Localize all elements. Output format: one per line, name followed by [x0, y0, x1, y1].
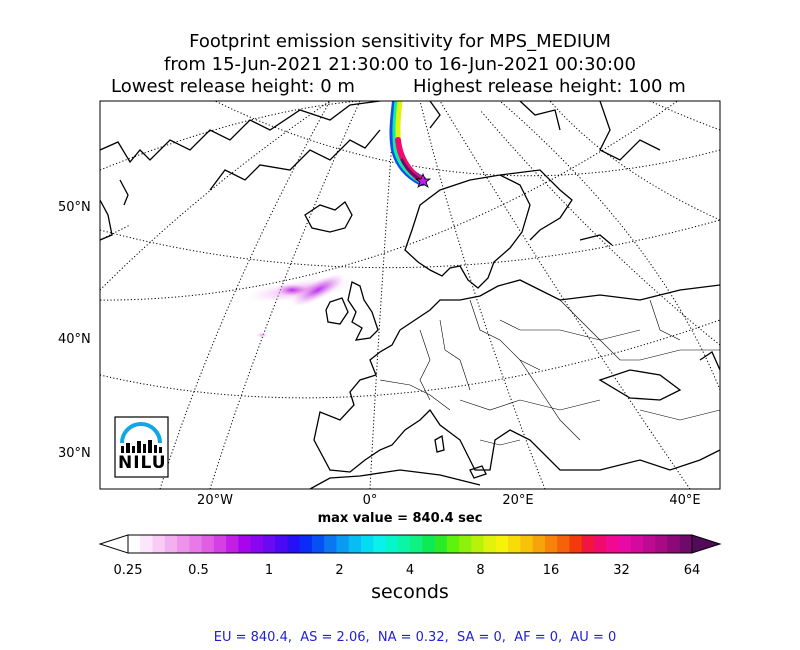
colorbar-cell — [177, 535, 190, 553]
colorbar-cell — [373, 535, 387, 553]
colorbar-cell — [471, 535, 485, 553]
colorbar-tick-label: 1 — [264, 563, 274, 578]
colorbar-cell — [483, 535, 497, 553]
colorbar-cell — [520, 535, 534, 553]
colorbar-cell — [544, 535, 558, 553]
nilu-logo — [114, 416, 169, 478]
colorbar-cell — [642, 535, 656, 553]
star-icon — [414, 172, 432, 188]
colorbar-cell — [679, 535, 693, 553]
colorbar-cell — [311, 535, 325, 553]
lon-label-0: 0° — [362, 493, 378, 508]
colorbar-tick-label: 0.5 — [188, 563, 209, 578]
colorbar-cell — [397, 535, 411, 553]
title-lowest-height: Lowest release height: 0 m — [111, 76, 355, 97]
colorbar-tick-label: 8 — [476, 563, 485, 578]
colorbar-cell — [164, 535, 178, 553]
lat-label-40n: 40°N — [58, 332, 91, 347]
country-borders — [379, 299, 720, 446]
colorbar-cell — [410, 535, 423, 553]
colorbar-cell — [287, 535, 301, 553]
colorbar-tick-label: 64 — [683, 563, 701, 578]
nilu-logo-text: NILU — [118, 453, 167, 473]
colorbar-cell — [618, 535, 632, 553]
colorbar-cell — [495, 535, 509, 553]
colorbar-frame — [127, 534, 693, 554]
colorbar-cell — [422, 535, 436, 553]
colorbar-cell — [299, 535, 313, 553]
colorbar-cell — [593, 535, 607, 553]
colorbar-tick-label: 2 — [335, 563, 344, 578]
colorbar-max-extend — [691, 534, 722, 554]
max-value-label: max value = 840.4 sec — [317, 511, 483, 526]
lat-label-30n: 30°N — [58, 446, 91, 461]
colorbar-cell — [459, 535, 472, 553]
colorbar-cell — [201, 535, 215, 553]
footer-stats: EU = 840.4, AS = 2.06, NA = 0.32, SA = 0… — [213, 630, 617, 645]
colorbar-tick-label: 32 — [613, 563, 630, 578]
title-highest-height: Highest release height: 100 m — [413, 76, 686, 97]
colorbar-cell — [238, 535, 252, 553]
colorbar-cell — [189, 535, 203, 553]
release-trajectory — [389, 101, 427, 186]
colorbar-cell — [508, 535, 521, 553]
coastlines — [100, 101, 720, 489]
map-frame — [99, 100, 721, 490]
colorbar-cell — [569, 535, 583, 553]
colorbar-cell — [434, 535, 448, 553]
colorbar-min-extend — [98, 534, 129, 554]
colorbar-cell — [226, 535, 239, 553]
colorbar-cell — [667, 535, 681, 553]
colorbar-label: seconds — [371, 581, 449, 603]
colorbar-cell — [262, 535, 276, 553]
title-line-2: from 15-Jun-2021 21:30:00 to 16-Jun-2021… — [164, 54, 636, 75]
colorbar-cell — [152, 535, 166, 553]
colorbar-tick-label: 16 — [542, 563, 560, 578]
colorbar-cell — [128, 535, 141, 553]
colorbar-cell — [324, 535, 338, 553]
colorbar-cell — [655, 535, 669, 553]
footprint-plume — [245, 273, 355, 338]
colorbar-tick-label: 4 — [405, 563, 415, 578]
colorbar-cell — [360, 535, 374, 553]
colorbar-cell — [336, 535, 350, 553]
colorbar-cell — [557, 535, 570, 553]
title-line-1: Footprint emission sensitivity for MPS_M… — [189, 31, 611, 52]
lat-label-50n: 50°N — [58, 200, 91, 215]
colorbar-tick-label: 0.25 — [113, 563, 143, 578]
colorbar-cell — [250, 535, 264, 553]
colorbar-cell — [275, 535, 288, 553]
colorbar-cell — [348, 535, 362, 553]
lon-label-20w: 20°W — [197, 493, 233, 508]
colorbar-cell — [532, 535, 546, 553]
colorbar-cell — [140, 535, 154, 553]
colorbar-cell — [606, 535, 620, 553]
colorbar-cell — [213, 535, 227, 553]
colorbar-cell — [581, 535, 595, 553]
colorbar-cell — [630, 535, 644, 553]
colorbar-cell — [385, 535, 399, 553]
lon-label-20e: 20°E — [502, 493, 534, 508]
lon-label-40e: 40°E — [669, 493, 701, 508]
colorbar-cell — [446, 535, 460, 553]
